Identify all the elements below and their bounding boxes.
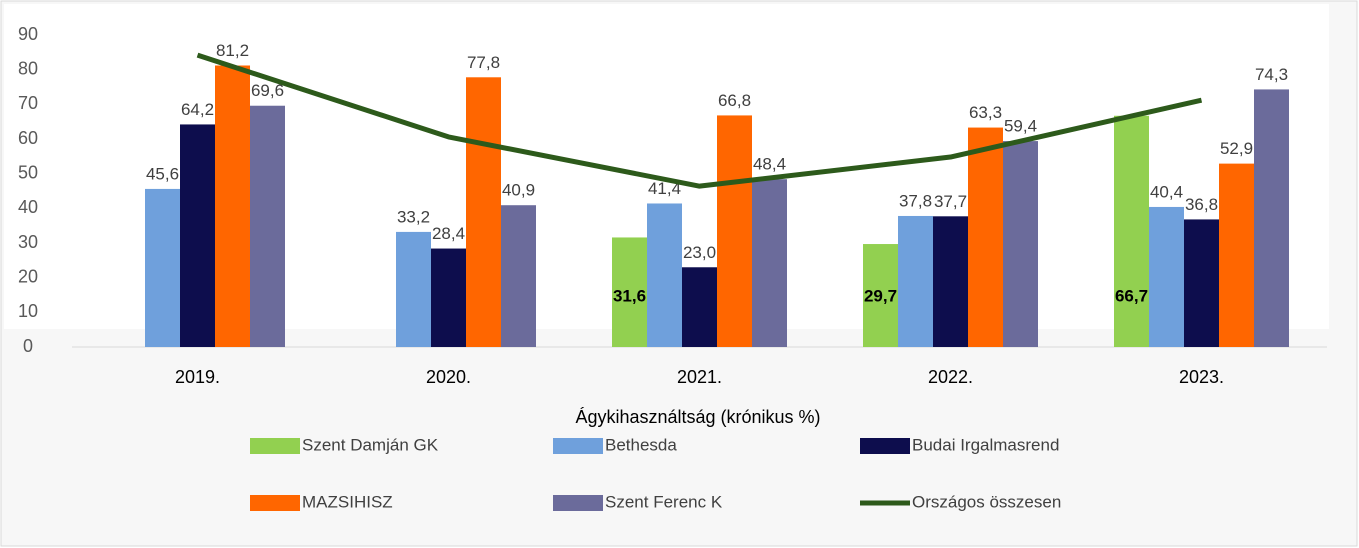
y-tick-label: 70 [18,93,38,113]
x-tick-label: 2023. [1179,367,1224,387]
y-tick-label: 50 [18,162,38,182]
x-tick-label: 2022. [928,367,973,387]
bar [501,205,536,347]
bar [1219,163,1254,347]
legend-label: Budai Irgalmasrend [912,435,1059,454]
legend-swatch [553,438,603,454]
y-tick-label: 20 [18,266,38,286]
legend-swatch [553,495,603,511]
bar [933,216,968,347]
bar [466,77,501,347]
x-axis-label: Ágykihasználtság (krónikus %) [575,407,820,427]
legend-label: Szent Ferenc K [605,492,723,511]
y-tick-label: 30 [18,232,38,252]
bar [968,127,1003,347]
value-label: 45,6 [146,164,179,183]
line [196,52,1203,189]
bar [1149,206,1184,347]
bar [612,237,647,347]
value-label: 33,2 [397,207,430,226]
x-tick-label: 2020. [426,367,471,387]
value-label: 41,4 [648,179,681,198]
value-label: 66,7 [1115,286,1148,305]
y-tick-label: 10 [18,301,38,321]
value-label: 40,4 [1150,182,1183,201]
bar [1114,115,1149,347]
legend-swatch [250,495,300,511]
value-label: 37,7 [934,192,967,211]
value-label: 52,9 [1220,139,1253,158]
value-label: 29,7 [864,286,897,305]
y-tick-label: 0 [23,336,33,356]
bar [1254,89,1289,347]
bar [752,179,787,347]
y-tick-label: 80 [18,58,38,78]
bar [250,105,285,347]
value-label: 59,4 [1004,117,1037,136]
value-label: 69,6 [251,81,284,100]
value-label: 23,0 [683,243,716,262]
value-label: 40,9 [502,181,535,200]
bar [682,267,717,347]
value-label: 37,8 [899,191,932,210]
value-label: 48,4 [753,155,786,174]
x-tick-label: 2021. [677,367,722,387]
bar [898,215,933,347]
value-label: 74,3 [1255,65,1288,84]
value-label: 64,2 [181,100,214,119]
bar [1184,219,1219,347]
value-label: 77,8 [467,53,500,72]
value-label: 31,6 [613,286,646,305]
legend-swatch [250,438,300,454]
value-label: 36,8 [1185,195,1218,214]
bar [145,188,180,347]
legend-label: MAZSIHISZ [302,492,393,511]
bar [431,248,466,347]
bar [717,115,752,347]
bar [180,124,215,347]
y-tick-label: 90 [18,24,38,44]
value-label: 66,8 [718,91,751,110]
value-label: 28,4 [432,224,465,243]
value-label: 63,3 [969,103,1002,122]
legend-label: Szent Damján GK [302,435,439,454]
x-tick-label: 2019. [175,367,220,387]
bar [863,244,898,347]
bar [1003,141,1038,347]
bar [647,203,682,347]
legend-label: Bethesda [605,435,677,454]
y-tick-label: 60 [18,128,38,148]
bar [396,231,431,347]
y-tick-label: 40 [18,197,38,217]
bar [215,65,250,348]
legend-label: Országos összesen [912,492,1061,511]
value-label: 81,2 [216,41,249,60]
legend-swatch [860,438,910,454]
